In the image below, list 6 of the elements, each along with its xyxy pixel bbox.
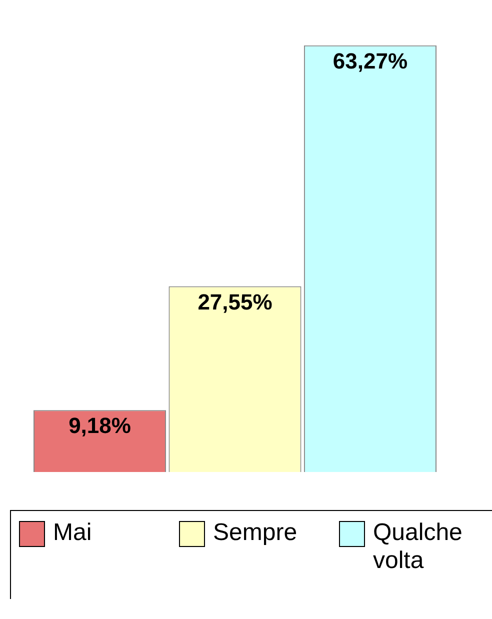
data-label: 27,55% [198,289,272,314]
legend-label: Qualche volta [373,519,462,575]
data-label: 9,18% [68,413,131,438]
legend-label: Mai [53,519,92,547]
legend-label: Sempre [213,519,298,547]
data-label: 63,27% [332,48,408,74]
